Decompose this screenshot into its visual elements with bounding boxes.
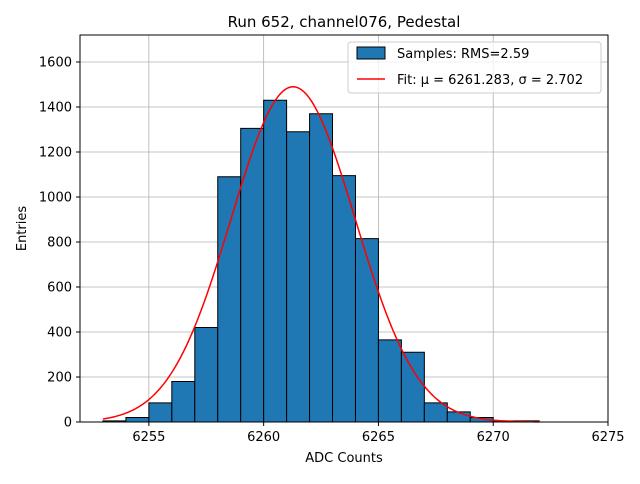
histogram-bar	[354, 238, 379, 423]
x-tick-label: 6275	[591, 430, 624, 445]
y-tick-label: 1000	[39, 191, 72, 206]
y-tick-label: 1400	[39, 101, 72, 116]
plot-frame	[79, 34, 609, 423]
histogram-bar	[217, 176, 242, 423]
legend-samples-swatch	[356, 46, 386, 60]
histogram-bars	[102, 99, 540, 423]
fit-curve	[102, 86, 540, 423]
histogram-bar	[194, 327, 219, 423]
y-axis-label: Entries	[15, 206, 30, 252]
x-tick-label: 6270	[477, 430, 510, 445]
histogram-bar	[263, 99, 288, 423]
y-tick-label: 400	[47, 326, 72, 341]
histogram-bar	[148, 402, 173, 423]
y-tick-label: 600	[47, 281, 72, 296]
x-axis-ticks: 6255 6260 6265 6270 6275	[132, 422, 625, 445]
histogram-bar	[377, 339, 402, 423]
histogram-bar	[309, 113, 334, 423]
histogram-bar	[400, 351, 425, 423]
legend-fit-label: Fit: μ = 6261.283, σ = 2.702	[397, 73, 583, 88]
legend-box	[347, 41, 602, 94]
y-tick-label: 800	[47, 236, 72, 251]
histogram-bar	[171, 381, 196, 423]
y-tick-label: 1600	[39, 56, 72, 71]
y-tick-label: 1200	[39, 146, 72, 161]
x-axis-label: ADC Counts	[305, 451, 383, 466]
histogram-bar	[332, 175, 356, 423]
legend-samples-label: Samples: RMS=2.59	[397, 47, 529, 62]
x-tick-label: 6260	[247, 430, 280, 445]
y-tick-label: 0	[64, 416, 72, 431]
histogram-bar	[240, 127, 265, 423]
y-tick-label: 200	[47, 371, 72, 386]
histogram-bar	[446, 411, 471, 423]
histogram-bar	[423, 402, 448, 423]
x-tick-label: 6255	[132, 430, 165, 445]
x-tick-label: 6265	[362, 430, 395, 445]
y-axis-ticks: 0 200 400 600 800 1000 1200 1400 1600	[39, 56, 80, 431]
histogram-bar	[286, 131, 311, 423]
chart-title: Run 652, channel076, Pedestal	[228, 13, 461, 31]
histogram-bar	[125, 417, 150, 423]
legend: Samples: RMS=2.59 Fit: μ = 6261.283, σ =…	[347, 41, 602, 94]
